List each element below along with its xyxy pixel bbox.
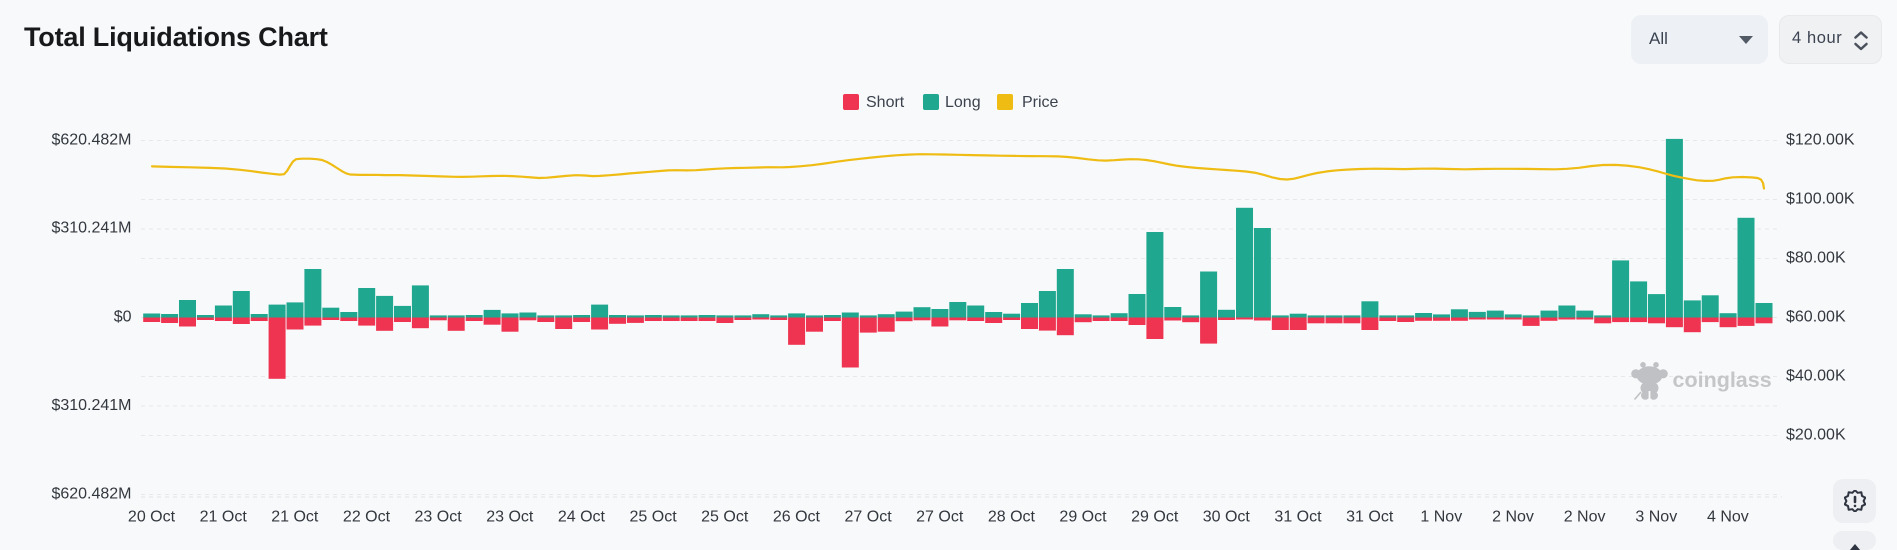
svg-text:31 Oct: 31 Oct [1274, 509, 1322, 526]
svg-text:coinglass: coinglass [1673, 368, 1772, 392]
svg-text:28 Oct: 28 Oct [988, 509, 1036, 526]
svg-text:4 Nov: 4 Nov [1707, 509, 1749, 526]
svg-text:$310.241M: $310.241M [51, 220, 131, 237]
svg-text:$620.482M: $620.482M [51, 486, 131, 503]
svg-text:30 Oct: 30 Oct [1203, 509, 1251, 526]
svg-text:2 Nov: 2 Nov [1492, 509, 1534, 526]
svg-text:2 Nov: 2 Nov [1564, 509, 1606, 526]
svg-text:27 Oct: 27 Oct [845, 509, 893, 526]
svg-text:3 Nov: 3 Nov [1635, 509, 1677, 526]
svg-text:1 Nov: 1 Nov [1420, 509, 1462, 526]
svg-text:25 Oct: 25 Oct [630, 509, 678, 526]
svg-text:23 Oct: 23 Oct [415, 509, 463, 526]
svg-text:25 Oct: 25 Oct [701, 509, 749, 526]
svg-text:23 Oct: 23 Oct [486, 509, 534, 526]
svg-text:31 Oct: 31 Oct [1346, 509, 1394, 526]
svg-text:$120.00K: $120.00K [1786, 132, 1855, 149]
svg-text:22 Oct: 22 Oct [343, 509, 391, 526]
svg-text:24 Oct: 24 Oct [558, 509, 606, 526]
svg-text:$60.00K: $60.00K [1786, 309, 1846, 326]
svg-text:21 Oct: 21 Oct [200, 509, 248, 526]
svg-text:$310.241M: $310.241M [51, 397, 131, 414]
svg-text:20 Oct: 20 Oct [128, 509, 176, 526]
svg-text:$80.00K: $80.00K [1786, 250, 1846, 267]
svg-text:$620.482M: $620.482M [51, 132, 131, 149]
svg-text:21 Oct: 21 Oct [271, 509, 319, 526]
svg-text:27 Oct: 27 Oct [916, 509, 964, 526]
svg-text:$100.00K: $100.00K [1786, 191, 1855, 208]
svg-text:29 Oct: 29 Oct [1131, 509, 1179, 526]
svg-text:$20.00K: $20.00K [1786, 427, 1846, 444]
svg-text:26 Oct: 26 Oct [773, 509, 821, 526]
svg-text:$40.00K: $40.00K [1786, 368, 1846, 385]
svg-text:29 Oct: 29 Oct [1059, 509, 1107, 526]
svg-text:$0: $0 [114, 309, 132, 326]
